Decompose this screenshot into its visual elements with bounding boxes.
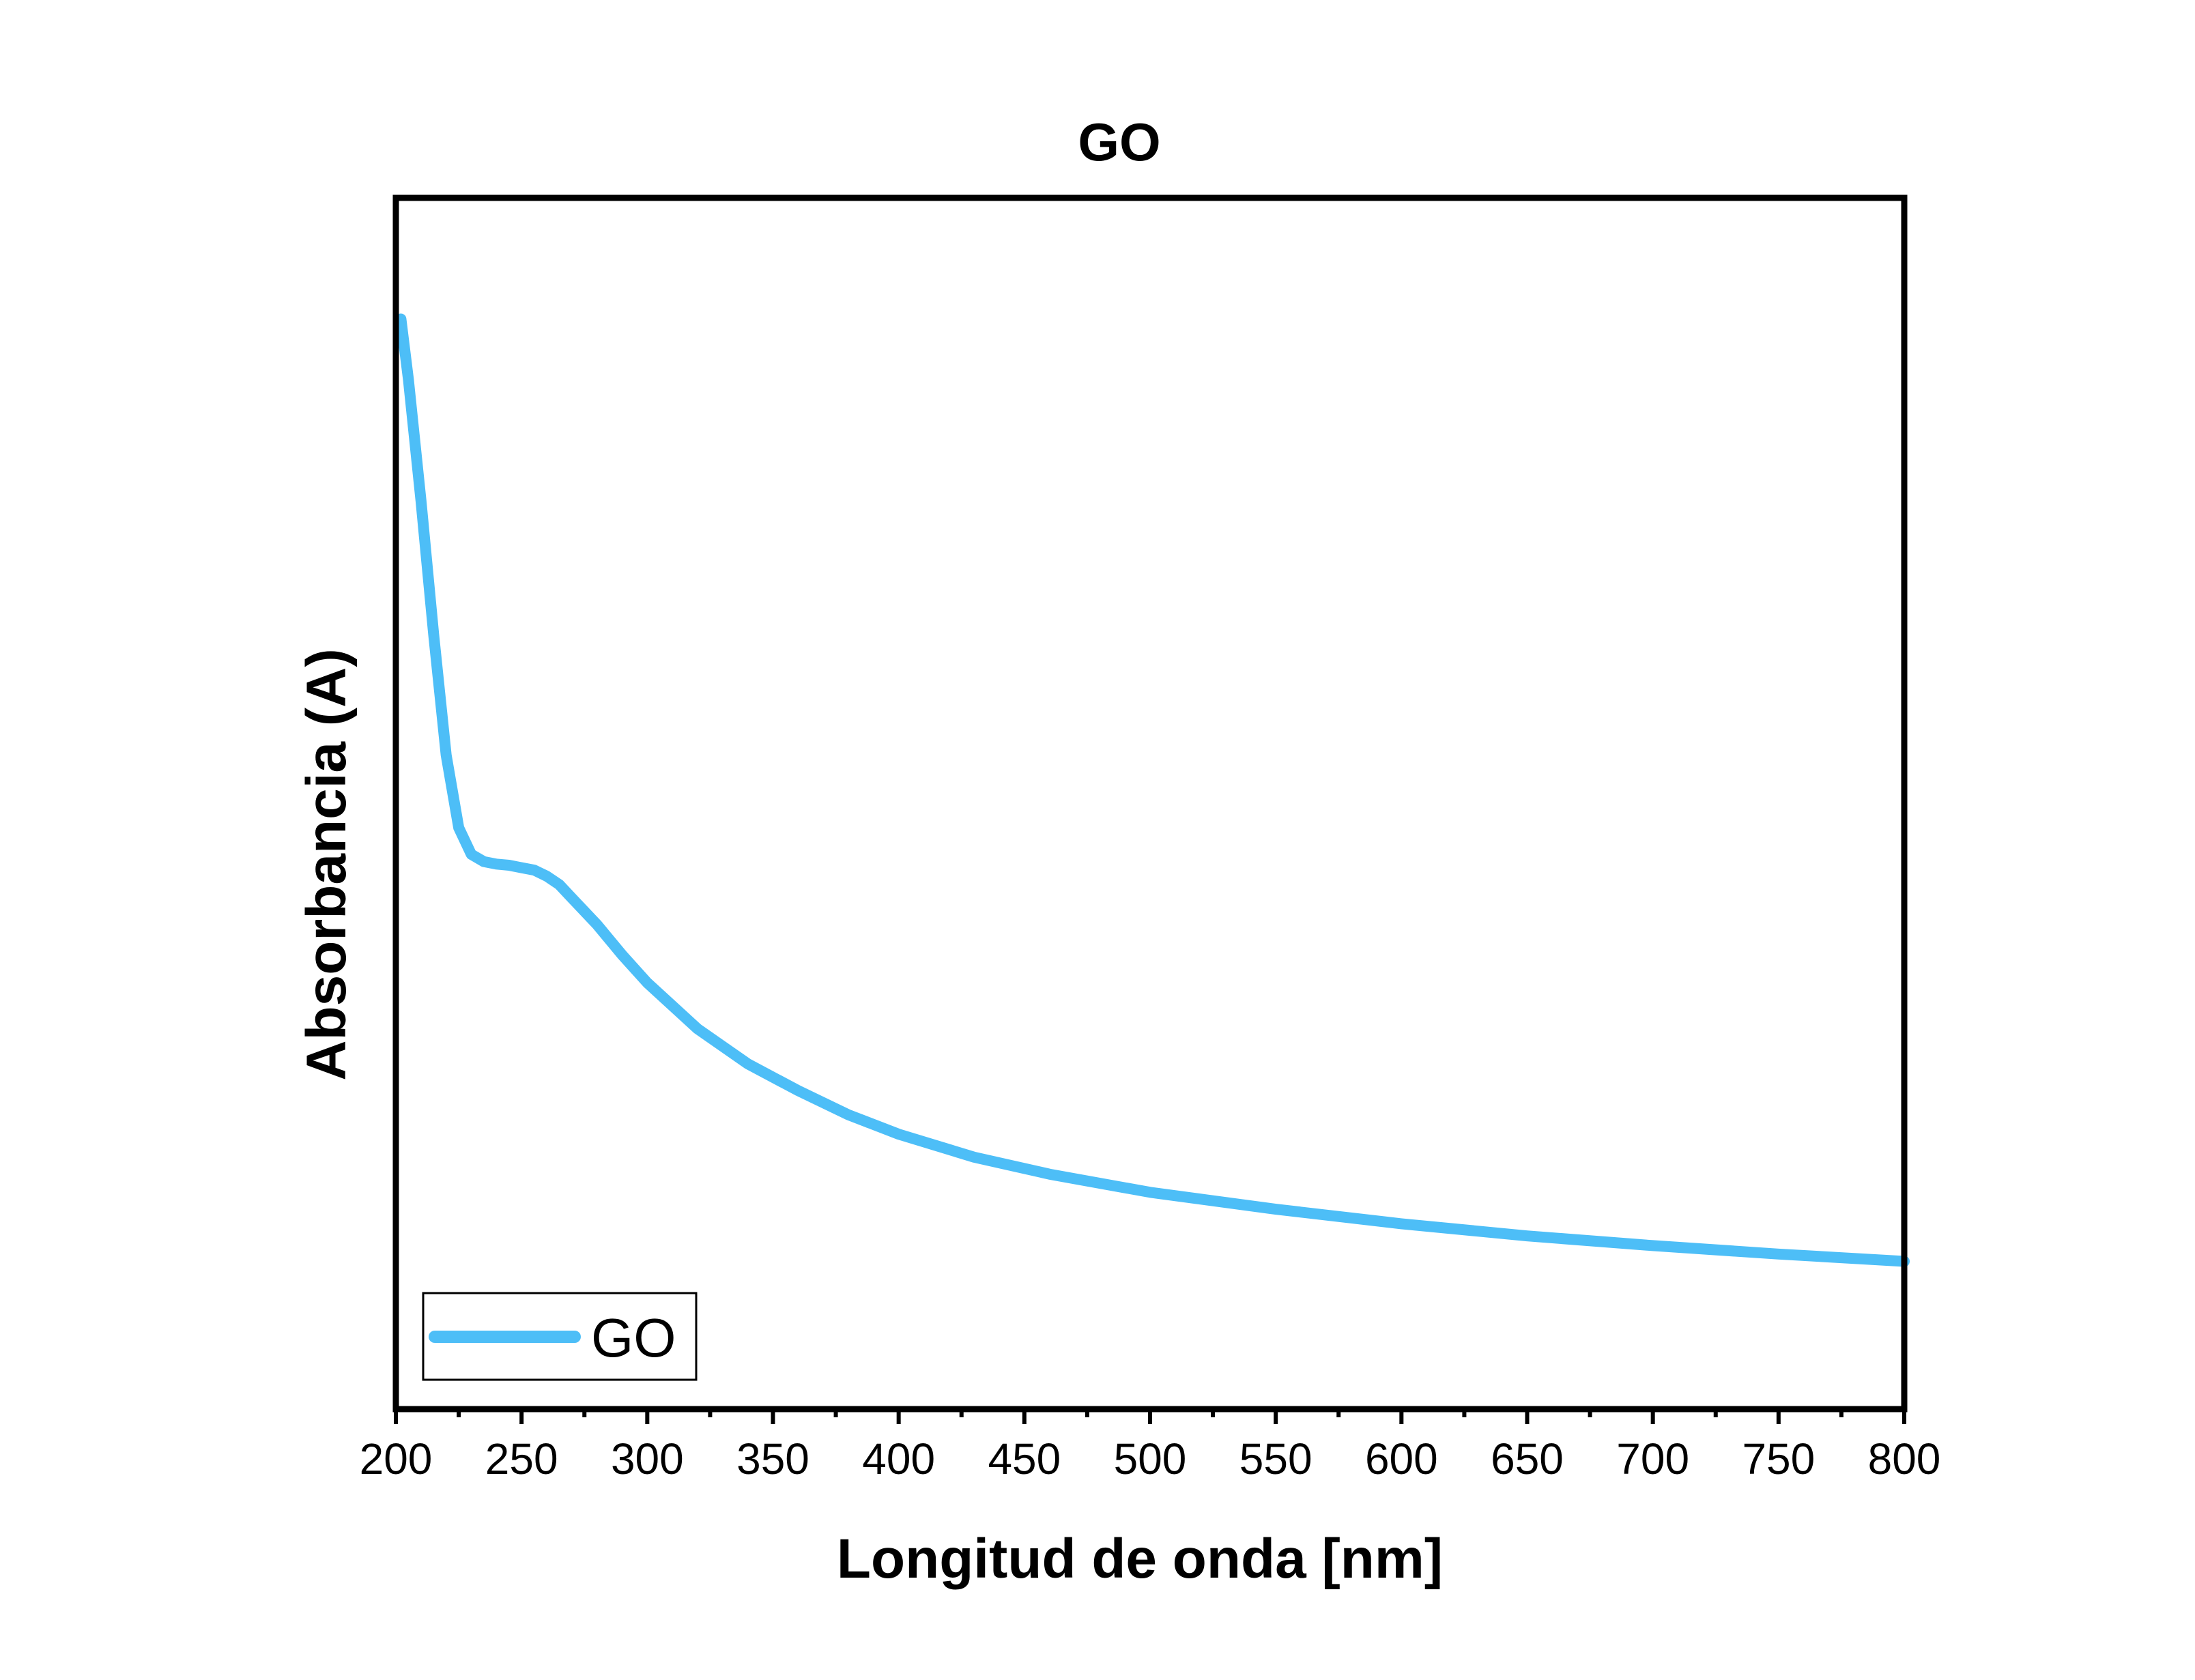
- x-tick-label: 750: [1742, 1434, 1815, 1483]
- x-tick-label: 800: [1868, 1434, 1941, 1483]
- x-tick-label: 700: [1616, 1434, 1689, 1483]
- plot-area: [395, 313, 1910, 1267]
- x-tick-label: 550: [1239, 1434, 1312, 1483]
- x-tick-label: 250: [485, 1434, 558, 1483]
- y-axis-label: Absorbancia (A): [296, 648, 358, 1080]
- plot-frame: [392, 194, 1908, 1413]
- x-tick-label: 350: [736, 1434, 809, 1483]
- x-tick-label: 300: [611, 1434, 684, 1483]
- x-axis: 200 250 300 350 400 450 500 550 600 650 700 750 800: [360, 1409, 1941, 1483]
- x-tick-label: 200: [360, 1434, 433, 1483]
- x-tick-label: 650: [1491, 1434, 1564, 1483]
- legend-label-go: GO: [591, 1307, 676, 1368]
- x-tick-label: 500: [1114, 1434, 1187, 1483]
- series-line-go: [395, 313, 1910, 1267]
- x-tick-label: 400: [862, 1434, 935, 1483]
- x-tick-label: 600: [1365, 1434, 1438, 1483]
- x-tick-label: 450: [988, 1434, 1061, 1483]
- x-axis-label: Longitud de onda [nm]: [837, 1528, 1443, 1590]
- legend: GO: [422, 1292, 698, 1381]
- chart-title: GO: [1078, 112, 1160, 172]
